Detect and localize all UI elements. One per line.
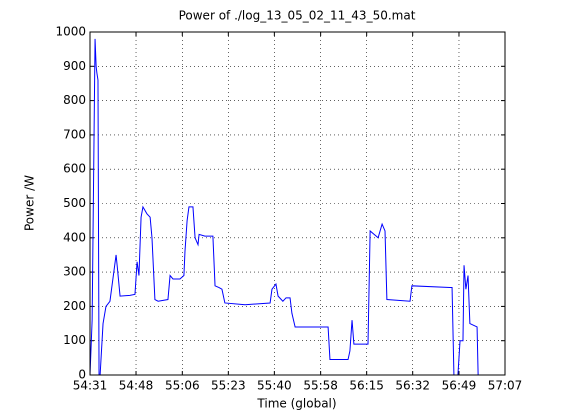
y-tick-label: 600: [63, 162, 86, 176]
y-tick-label: 200: [63, 299, 86, 313]
x-tick-label: 54:31: [73, 379, 108, 393]
x-tick-label: 55:06: [165, 379, 200, 393]
y-tick-label: 900: [63, 59, 86, 73]
y-tick-label: 500: [63, 196, 86, 210]
x-tick-label: 56:32: [395, 379, 430, 393]
x-tick-label: 56:49: [442, 379, 477, 393]
chart-title: Power of ./log_13_05_02_11_43_50.mat: [179, 9, 416, 23]
y-axis-label: Power /W: [23, 175, 37, 231]
x-tick-label: 54:48: [119, 379, 154, 393]
data-line: [89, 38, 479, 376]
y-tick-label: 1000: [55, 25, 86, 39]
x-tick-label: 55:23: [211, 379, 246, 393]
x-tick-label: 56:15: [349, 379, 384, 393]
x-tick-label: 55:40: [257, 379, 292, 393]
axes-box: [89, 31, 506, 376]
y-tick-label: 0: [78, 368, 86, 382]
y-tick-label: 100: [63, 333, 86, 347]
x-tick-label: 57:07: [488, 379, 523, 393]
x-tick-label: 55:58: [303, 379, 338, 393]
plot-area: [90, 32, 505, 375]
x-axis-label: Time (global): [256, 397, 336, 411]
y-tick-label: 300: [63, 265, 86, 279]
y-tick-label: 700: [63, 127, 86, 141]
y-tick-label: 800: [63, 93, 86, 107]
plot-layer: 0 100 200 300 400 500 600 700 800 900 1000 54:31 54:…: [55, 25, 522, 393]
y-tick-label: 400: [63, 230, 86, 244]
